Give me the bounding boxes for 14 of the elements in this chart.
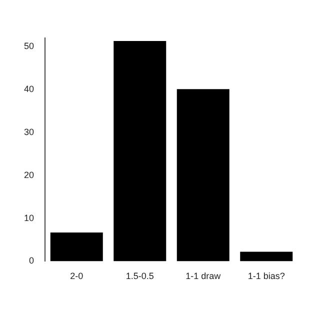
y-tick-label: 20: [24, 170, 34, 180]
y-tick-label: 30: [24, 126, 34, 137]
y-tick-label: 50: [24, 41, 34, 52]
y-tick-label: 10: [24, 212, 34, 223]
bar: [176, 89, 230, 262]
x-tick-label: 1-1 draw: [186, 271, 222, 282]
bar: [50, 232, 103, 262]
x-tick-label: 2-0: [70, 271, 84, 282]
x-tick-label: 1.5-0.5: [126, 271, 154, 282]
bar: [114, 41, 166, 262]
bar: [240, 252, 293, 262]
y-tick-label: 40: [24, 84, 34, 94]
x-tick-label: 1-1 bias?: [248, 271, 285, 282]
y-tick-label: 0: [28, 256, 34, 266]
